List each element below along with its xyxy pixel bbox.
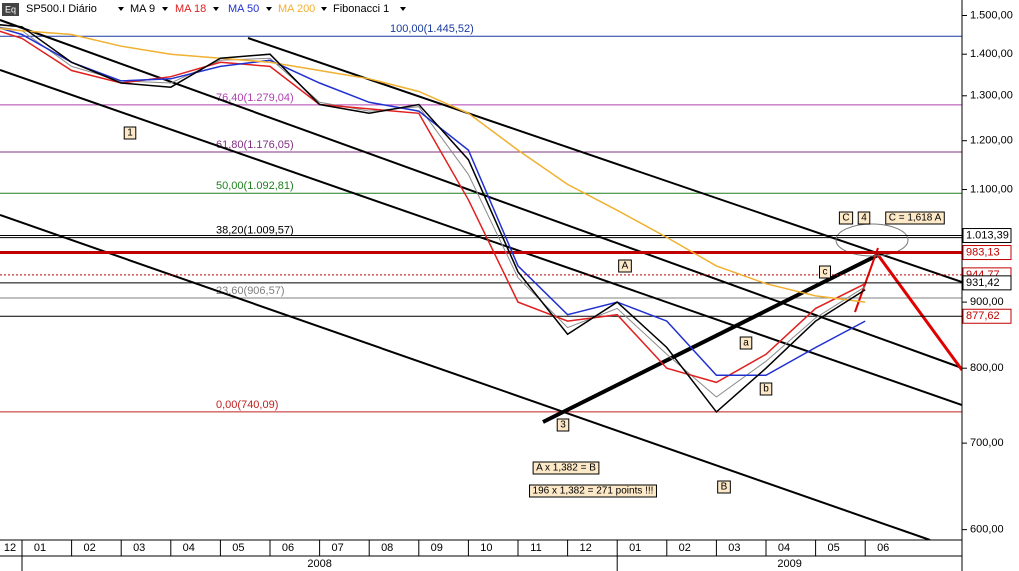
channel-line	[0, 214, 931, 540]
y-tick-label: 1.400,00	[970, 48, 1013, 60]
dropdown-arrow	[266, 7, 272, 11]
annotation: A x 1,382 = B	[536, 463, 596, 474]
x-tick-label: 02	[679, 542, 691, 554]
dropdown-arrow	[321, 7, 327, 11]
fib-label: 61,80(1.176,05)	[216, 139, 294, 151]
legend-entry[interactable]: Fibonacci 1	[333, 3, 389, 15]
fib-label: 38,20(1.009,57)	[216, 225, 294, 237]
y-tick-label: 1.100,00	[970, 183, 1013, 195]
annotation: 1	[127, 128, 133, 139]
x-tick-label: 11	[530, 542, 541, 554]
x-tick-label: 04	[778, 542, 790, 554]
x-tick-label: 05	[827, 542, 839, 554]
x-tick-label: 07	[331, 542, 343, 554]
chart-title: SP500.I Diário	[26, 3, 97, 15]
price-label: 983,13	[966, 246, 1000, 258]
ma-line	[0, 27, 866, 377]
fib-label: 23,60(906,57)	[216, 285, 285, 297]
x-tick-label: 02	[83, 542, 95, 554]
x-tick-label: 06	[877, 542, 889, 554]
annotation: b	[763, 384, 769, 395]
x-tick-label: 04	[183, 542, 195, 554]
y-tick-label: 1.200,00	[970, 135, 1013, 147]
annotation: a	[743, 338, 749, 349]
annotation: c	[823, 267, 828, 278]
annotation: C	[842, 213, 849, 224]
legend-entry[interactable]: MA 50	[228, 3, 259, 15]
price-label-box	[962, 245, 1012, 261]
plot-area: 100,00(1.445,52) 76,40(1.279,04) 61,80(1.1…	[0, 19, 962, 540]
x-tick-label: 12	[579, 542, 591, 554]
annotation-box	[529, 484, 657, 498]
symbol-icon: Eq	[5, 4, 16, 14]
price-line	[0, 24, 866, 413]
annotation-box	[123, 126, 137, 140]
y-tick-label: 1.300,00	[970, 90, 1013, 102]
annotation-box	[819, 265, 831, 279]
annotation-box	[857, 211, 871, 225]
ma-line	[0, 27, 866, 303]
x-tick-label: 05	[232, 542, 244, 554]
annotation-box	[717, 480, 731, 494]
target-ellipse	[835, 223, 909, 257]
x-tick-label: 01	[629, 542, 641, 554]
projection-line	[876, 254, 962, 371]
y-tick-label: 800,00	[970, 362, 1004, 374]
fib-label: 50,00(1.092,81)	[216, 180, 294, 192]
x-tick-label: 10	[480, 542, 492, 554]
annotation-box	[739, 336, 753, 350]
annotation-box	[532, 461, 600, 475]
fib-label: 76,40(1.279,04)	[216, 92, 294, 104]
x-tick-label: 09	[431, 542, 443, 554]
price-label: 877,62	[966, 310, 1000, 322]
annotation: 196 x 1,382 = 271 points !!!	[533, 486, 654, 497]
dropdown-arrow	[213, 7, 219, 11]
year-label: 2009	[777, 558, 801, 570]
annotation-box	[759, 382, 773, 396]
dropdown-arrow	[400, 7, 406, 11]
annotation: 3	[560, 420, 566, 431]
dropdown-arrow	[118, 7, 124, 11]
annotation: C = 1,618 A	[889, 213, 942, 224]
annotation: A	[622, 261, 629, 272]
y-tick-label: 600,00	[970, 524, 1004, 536]
annotation-box	[838, 211, 854, 225]
legend-entry[interactable]: MA 9	[130, 3, 155, 15]
x-tick-label: 12	[4, 542, 16, 554]
dropdown-arrow	[162, 7, 168, 11]
fib-label: 100,00(1.445,52)	[390, 23, 474, 35]
channel-line	[0, 69, 962, 406]
year-label: 2008	[307, 558, 331, 570]
x-tick-label: 08	[381, 542, 393, 554]
x-tick-label: 06	[282, 542, 294, 554]
y-tick-label: 1.500,00	[970, 9, 1013, 21]
annotation: B	[721, 482, 728, 493]
legend-entry[interactable]: MA 18	[175, 3, 206, 15]
annotation: 4	[861, 213, 867, 224]
legend-entry[interactable]: MA 200	[278, 3, 315, 15]
price-label-box	[962, 308, 1012, 324]
annotation-box	[885, 211, 945, 225]
annotation-box	[556, 418, 570, 432]
x-tick-label: 03	[133, 542, 145, 554]
x-tick-label: 03	[728, 542, 740, 554]
y-tick-label: 700,00	[970, 437, 1004, 449]
price-label: 1.013,39	[966, 229, 1009, 241]
price-label: 931,42	[966, 277, 1000, 289]
price-label-box	[962, 275, 1012, 291]
symbol-box	[2, 3, 19, 16]
fib-label: 0,00(740,09)	[216, 399, 278, 411]
price-label-box	[962, 228, 1012, 244]
annotation-box	[618, 259, 632, 273]
x-tick-label: 01	[34, 542, 46, 554]
y-tick-label: 900,00	[970, 296, 1004, 308]
